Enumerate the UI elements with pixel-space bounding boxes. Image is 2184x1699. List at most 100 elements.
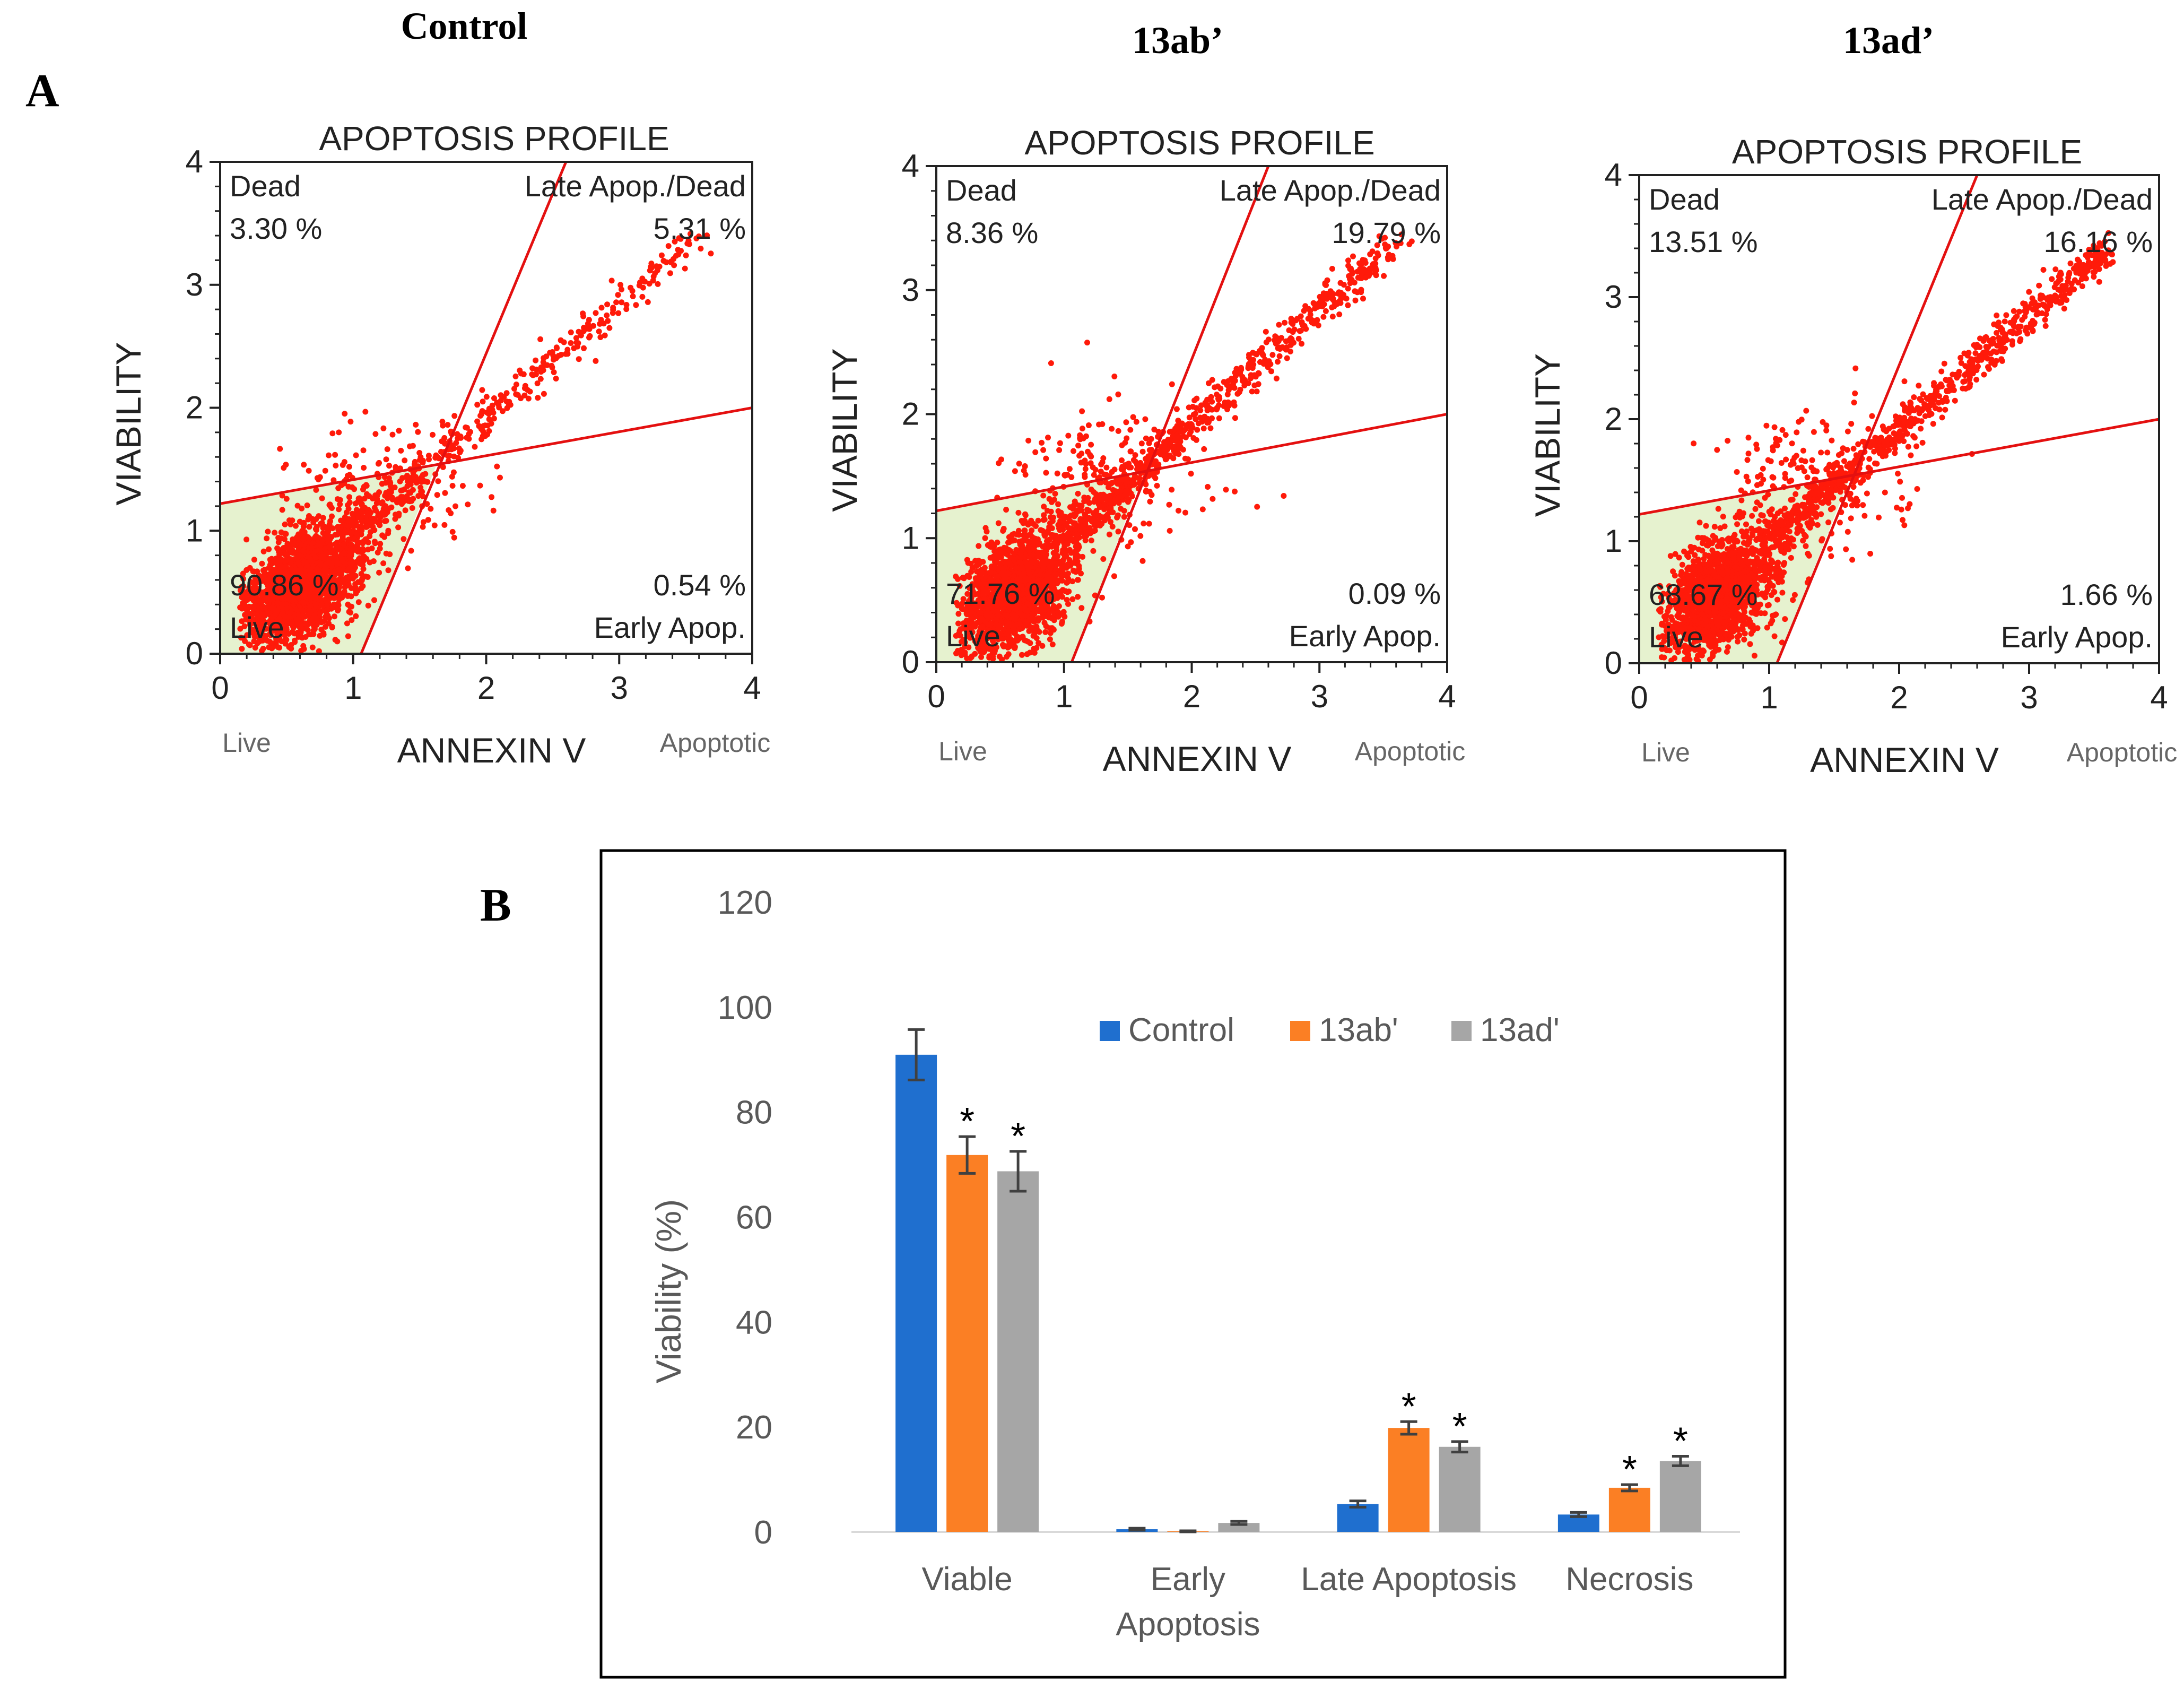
- sample-title: 13ab’: [1132, 19, 1223, 62]
- y-tick-label: 1: [1605, 523, 1622, 559]
- x-tick-label: 2: [1890, 680, 1908, 715]
- significance-marker: *: [1011, 1115, 1025, 1158]
- y-tick-label: 60: [736, 1200, 772, 1236]
- y-tick-label: 0: [902, 644, 919, 680]
- x-tick-label: 4: [743, 670, 761, 706]
- y-tick-label: 100: [718, 990, 772, 1026]
- panel-b-label: B: [480, 880, 511, 931]
- error-bar: [1621, 1483, 1638, 1493]
- y-tick-label: 2: [1605, 401, 1622, 437]
- bar-13ad-2: [1439, 1446, 1481, 1532]
- flow-plot-2: 13ab’ APOPTOSIS PROFILE 0 1 2 3 4 0 1 2 3 4 ANNEXIN …: [825, 19, 1465, 778]
- flow-plot-1: Control APOPTOSIS PROFILE 0 1 2 3 4 0 1 2 3 4 ANNEXI…: [109, 5, 770, 770]
- significance-marker: *: [960, 1100, 974, 1143]
- quadrant-live-value: 71.76 %: [946, 577, 1055, 610]
- quadrant-early-label: Early Apop.: [1289, 619, 1441, 653]
- y-axis-label: VIABILITY: [825, 348, 864, 512]
- error-bar: [1451, 1440, 1468, 1454]
- legend-swatch: [1451, 1021, 1472, 1041]
- y-tick-label: 4: [186, 144, 203, 179]
- plot-title: APOPTOSIS PROFILE: [1732, 133, 2082, 171]
- x-tick-label: 3: [2020, 680, 2038, 715]
- quadrant-dead-value: 8.36 %: [946, 216, 1038, 249]
- error-bar: [1010, 1150, 1027, 1193]
- x-tick-label: 4: [2150, 680, 2168, 715]
- quadrant-dead-label: Dead: [946, 174, 1017, 207]
- y-tick-label: 3: [186, 267, 203, 302]
- quadrant-dead-value: 13.51 %: [1649, 225, 1758, 258]
- legend-label: 13ad': [1480, 1012, 1560, 1048]
- x-tick-label: 3: [1311, 679, 1328, 714]
- y-axis-label: VIABILITY: [1528, 353, 1567, 517]
- x-tick-label: 0: [927, 679, 945, 714]
- quadrant-late-value: 16.16 %: [2044, 225, 2153, 258]
- significance-marker: *: [1402, 1385, 1416, 1428]
- y-tick-label: 1: [902, 520, 919, 556]
- x-axis-label: ANNEXIN V: [1810, 740, 1999, 779]
- gate-line-diagonal: [1070, 166, 1270, 662]
- error-bar: [1672, 1455, 1689, 1467]
- quadrant-live-label: Live: [1649, 620, 1703, 654]
- x-axis-label: ANNEXIN V: [397, 731, 586, 770]
- quadrant-live-value: 68.67 %: [1649, 578, 1758, 611]
- error-bar: [959, 1135, 976, 1175]
- scatter-dots: [953, 231, 1415, 662]
- y-tick-label: 80: [736, 1095, 772, 1131]
- bar-13ab-2: [1388, 1428, 1430, 1532]
- x-tick-label: 1: [1055, 679, 1073, 714]
- y-axis-label: VIABILITY: [109, 342, 148, 505]
- category-label: Late Apoptosis: [1301, 1561, 1517, 1598]
- x-end-label-apoptotic: Apoptotic: [2067, 738, 2177, 767]
- x-end-label-live: Live: [1641, 738, 1690, 767]
- y-tick-label: 2: [902, 396, 919, 432]
- y-tick-label: 0: [754, 1514, 772, 1551]
- significance-marker: *: [1622, 1449, 1637, 1491]
- category-label: Viable: [922, 1561, 1013, 1598]
- quadrant-early-value: 0.09 %: [1348, 577, 1441, 610]
- x-end-label-live: Live: [938, 736, 987, 766]
- y-tick-label: 40: [736, 1304, 772, 1341]
- bar-13ad-1: [1218, 1523, 1260, 1532]
- quadrant-dead-label: Dead: [230, 169, 301, 203]
- bar-chart: 0 20 40 60 80 100 120 Viability (%) * * Viable Earl…: [649, 885, 1740, 1643]
- y-tick-label: 2: [186, 390, 203, 426]
- quadrant-late-label: Late Apop./Dead: [1931, 183, 2153, 216]
- flow-panels: Control APOPTOSIS PROFILE 0 1 2 3 4 0 1 2 3 4 ANNEXI…: [109, 5, 2177, 779]
- bar-13ad-3: [1659, 1461, 1701, 1532]
- x-axis-label: ANNEXIN V: [1103, 739, 1292, 778]
- significance-marker: *: [1452, 1406, 1467, 1448]
- quadrant-early-value: 0.54 %: [654, 568, 746, 602]
- quadrant-late-value: 19.79 %: [1332, 216, 1441, 249]
- panel-a-label: A: [25, 65, 59, 117]
- quadrant-late-label: Late Apop./Dead: [1220, 174, 1441, 207]
- plot-title: APOPTOSIS PROFILE: [1024, 124, 1374, 162]
- scatter-dots: [1656, 230, 2116, 663]
- legend-swatch: [1290, 1021, 1310, 1041]
- quadrant-early-value: 1.66 %: [2060, 578, 2153, 611]
- quadrant-late-label: Late Apop./Dead: [525, 169, 746, 203]
- gate-line-diagonal: [1776, 175, 1979, 663]
- x-tick-label: 0: [211, 670, 229, 706]
- sample-title: Control: [401, 5, 528, 47]
- x-tick-label: 2: [477, 670, 495, 706]
- error-bar: [1179, 1529, 1197, 1533]
- x-end-label-apoptotic: Apoptotic: [1355, 736, 1465, 766]
- quadrant-early-label: Early Apop.: [2001, 620, 2153, 654]
- error-bar: [1400, 1420, 1417, 1436]
- legend-swatch: [1100, 1021, 1120, 1041]
- y-tick-label: 4: [902, 148, 919, 184]
- x-tick-label: 1: [344, 670, 362, 706]
- bar-chart-frame: [599, 849, 1787, 1679]
- bar-Control-0: [895, 1054, 937, 1532]
- error-bar: [1570, 1511, 1587, 1518]
- flow-plot-3: 13ad’ APOPTOSIS PROFILE 0 1 2 3 4 0 1 2 3 4 ANNEXIN …: [1528, 19, 2177, 779]
- y-tick-label: 0: [186, 636, 203, 671]
- x-end-label-live: Live: [222, 728, 271, 758]
- scatter-dots: [237, 231, 714, 654]
- quadrant-live-value: 90.86 %: [230, 568, 339, 602]
- y-tick-label: 3: [1605, 279, 1622, 315]
- y-tick-label: 4: [1605, 157, 1622, 193]
- y-tick-label: 120: [718, 885, 772, 921]
- gate-line-horizontal: [936, 413, 1447, 513]
